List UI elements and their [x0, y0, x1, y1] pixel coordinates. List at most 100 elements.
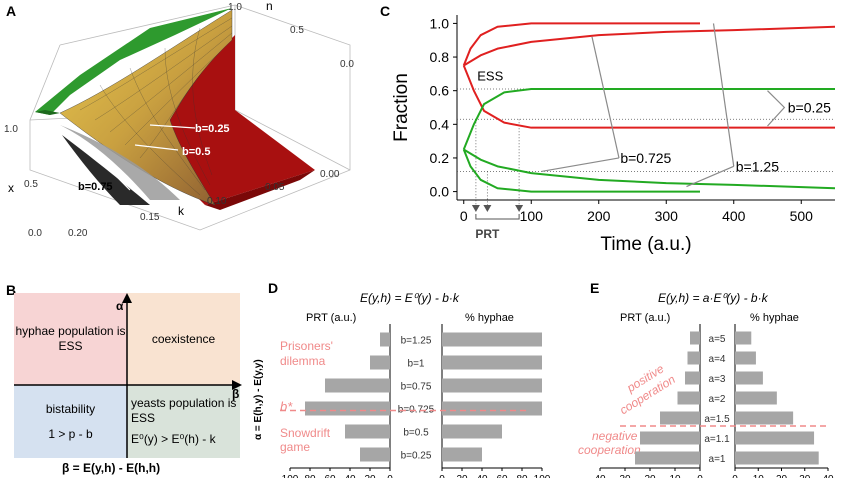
bar-category-label: a=4	[709, 354, 726, 365]
panel-a-arrows	[114, 124, 196, 191]
c-prt-arrow	[483, 205, 492, 212]
grey-surface	[60, 125, 180, 200]
bar-tick-label-left: 20	[364, 474, 376, 478]
c-pointer	[712, 23, 735, 167]
quadrant-bistability-cond: 1 > p - b	[48, 426, 93, 441]
c-y-tick-label: 0.8	[430, 49, 450, 65]
c-x-tick-label: 400	[722, 208, 746, 224]
panel-e-right-header: % hyphae	[750, 312, 799, 324]
c-y-tick-label: 0.6	[430, 83, 450, 99]
c-y-tick-label: 1.0	[430, 15, 450, 31]
bar-left	[635, 451, 700, 465]
bar-tick-label-right: 20	[776, 474, 788, 478]
panel-a-label: A	[6, 3, 17, 19]
curve-label-b05: b=0.5	[182, 146, 210, 158]
note-prisoners-1: Prisoners'	[280, 339, 333, 353]
n-tick-0: 0.0	[340, 59, 354, 70]
bar-tick-label-right: 40	[476, 474, 488, 478]
x-tick-05: 0.5	[24, 179, 38, 190]
quadrant-yeasts-ess-cond: E⁰(y) > E⁰(h) - k	[131, 432, 216, 446]
bar-category-label: b=0.75	[401, 382, 432, 393]
x-tick-1: 1.0	[4, 124, 18, 135]
bar-category-label: b=0.725	[398, 405, 435, 416]
c-label-b025: b=0.25	[788, 100, 831, 116]
red-surface	[160, 35, 315, 205]
bar-tick-label-right: 80	[516, 474, 528, 478]
bar-left	[325, 378, 390, 393]
c-pointer	[767, 90, 786, 127]
bar-category-label: b=1.25	[401, 336, 432, 347]
c-pointer	[591, 36, 620, 159]
c-series-line	[462, 22, 700, 66]
panel-b-axes: α β β = E(y,h) - E(h,h)	[14, 293, 242, 475]
quadrant-yeasts-ess-text: yeasts population is ESS	[131, 396, 237, 425]
bar-tick-label-right: 0	[439, 474, 445, 478]
c-series-line	[462, 65, 835, 129]
panel-e-left-header: PRT (a.u.)	[620, 312, 670, 324]
panel-d-right-header: % hyphae	[465, 312, 514, 324]
c-series-line	[462, 149, 700, 193]
b-star-label: b*	[280, 399, 293, 414]
bar-right	[442, 378, 542, 393]
panel-e-chart: E(y,h) = a·E⁰(y) - b·k PRT (a.u.) % hyph…	[578, 291, 834, 478]
bar-right	[735, 431, 815, 445]
bar-right	[442, 447, 482, 462]
panel-b: B hyphae population is ESS coexistence b…	[0, 280, 250, 478]
bar-category-label: a=5	[709, 334, 726, 345]
c-series-line	[463, 25, 836, 67]
bar-tick-label-left: 100	[282, 474, 299, 478]
red-surface-front	[205, 170, 315, 210]
quadrant-coexistence: coexistence	[127, 293, 240, 385]
k-tick-000: 0.00	[320, 169, 340, 180]
surface-mesh	[79, 17, 233, 196]
bar-right	[735, 411, 794, 425]
bar-right	[735, 371, 763, 385]
bar-tick-label-left: 40	[344, 474, 356, 478]
bar-category-label: b=0.5	[403, 428, 429, 439]
bar-left	[345, 424, 390, 439]
c-y-tick-label: 0.4	[430, 116, 450, 132]
bar-category-label: a=1	[709, 454, 726, 465]
bar-right	[442, 401, 542, 416]
k-tick-015: 0.15	[140, 212, 160, 223]
quadrant-hyphae-ess: hyphae population is ESS	[14, 293, 127, 385]
bar-category-label: a=2	[709, 394, 726, 405]
curve-label-b075: b=0.75	[78, 181, 113, 193]
panel-c-label: C	[380, 3, 391, 19]
bar-left	[660, 411, 700, 425]
bar-right	[735, 331, 752, 345]
panel-d-title: E(y,h) = E⁰(y) - b·k	[360, 291, 460, 305]
bar-tick-label-left: 20	[644, 474, 656, 478]
c-x-tick-label: 200	[587, 208, 611, 224]
green-surface-edge	[35, 110, 60, 115]
n-tick-1: 1.0	[228, 2, 242, 13]
note-snowdrift-2: game	[280, 440, 310, 454]
panel-c-chart: 0.0 0.2 0.4 0.6 0.8 1.0 0 100 200 300 400 500 Time (…	[391, 15, 836, 255]
bar-right	[735, 451, 819, 465]
bar-category-label: b=1	[408, 359, 425, 370]
c-label-b0725: b=0.725	[620, 150, 671, 166]
c-y-tick-label: 0.2	[430, 150, 450, 166]
axis-n-label: n	[266, 0, 273, 13]
k-tick-020: 0.20	[68, 228, 88, 239]
axis-k-label: k	[178, 204, 185, 218]
panel-c: C 0.0 0.2 0.4 0.6 0.8 1.0 0 100 200 300 400 500 Time…	[370, 0, 843, 260]
quadrant-bistability-text: bistability	[45, 401, 96, 416]
note-prisoners-2: dilemma	[280, 354, 326, 368]
bar-left	[640, 431, 700, 445]
note-negative-1: negative	[592, 429, 638, 443]
x-tick-0: 0.0	[28, 228, 42, 239]
quadrant-hyphae-ess-text: hyphae population is ESS	[15, 324, 126, 353]
note-snowdrift-1: Snowdrift	[280, 426, 331, 440]
quadrant-yeasts-ess: yeasts population is ESS E⁰(y) > E⁰(h) -…	[127, 385, 240, 458]
c-x-tick-label: 300	[655, 208, 679, 224]
curve-label-b025: b=0.25	[195, 123, 230, 135]
panel-d-label: D	[268, 280, 279, 296]
bar-tick-label-left: 60	[324, 474, 336, 478]
c-label-b125: b=1.25	[736, 158, 779, 174]
bar-left	[370, 355, 390, 370]
bar-left	[687, 351, 700, 365]
k-tick-010: 0.10	[207, 196, 227, 207]
bar-tick-label-left: 0	[697, 474, 703, 478]
c-prt-label: PRT	[475, 227, 500, 241]
